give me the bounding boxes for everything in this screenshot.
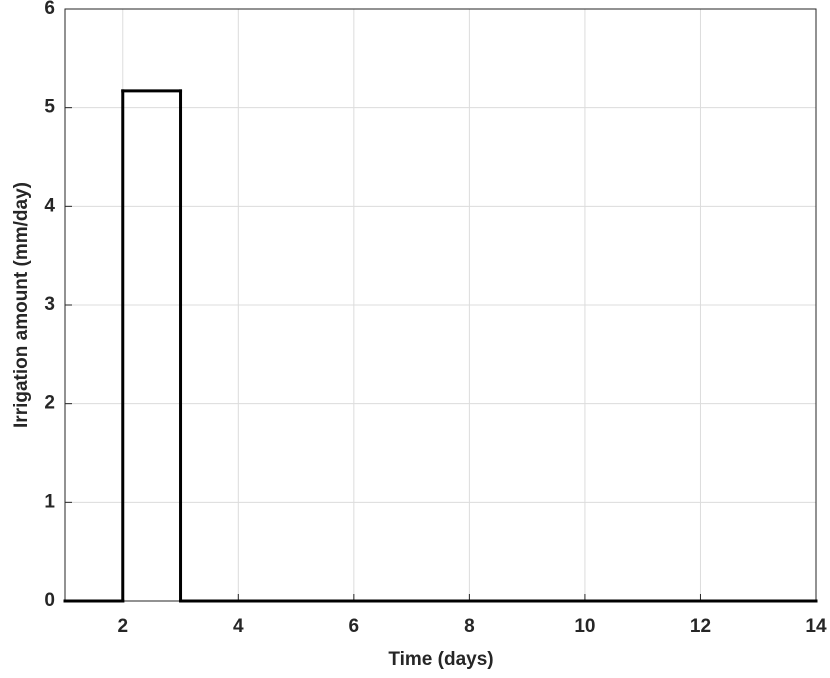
y-tick-label: 0 bbox=[44, 590, 55, 611]
y-tick-label: 2 bbox=[44, 393, 55, 414]
x-tick-label: 12 bbox=[690, 616, 711, 637]
x-tick-label: 6 bbox=[349, 616, 360, 637]
y-tick-label: 6 bbox=[44, 0, 55, 19]
y-tick-label: 5 bbox=[44, 97, 55, 118]
y-axis-label: Irrigation amount (mm/day) bbox=[11, 182, 32, 428]
x-axis-label: Time (days) bbox=[388, 649, 493, 670]
x-tick-label: 14 bbox=[805, 616, 827, 637]
x-tick-label: 2 bbox=[117, 616, 128, 637]
x-tick-label: 4 bbox=[233, 616, 244, 637]
y-tick-label: 3 bbox=[44, 294, 55, 315]
y-tick-label: 4 bbox=[44, 195, 55, 216]
y-tick-label: 1 bbox=[44, 491, 55, 512]
x-tick-label: 10 bbox=[574, 616, 595, 637]
x-tick-label: 8 bbox=[464, 616, 475, 637]
